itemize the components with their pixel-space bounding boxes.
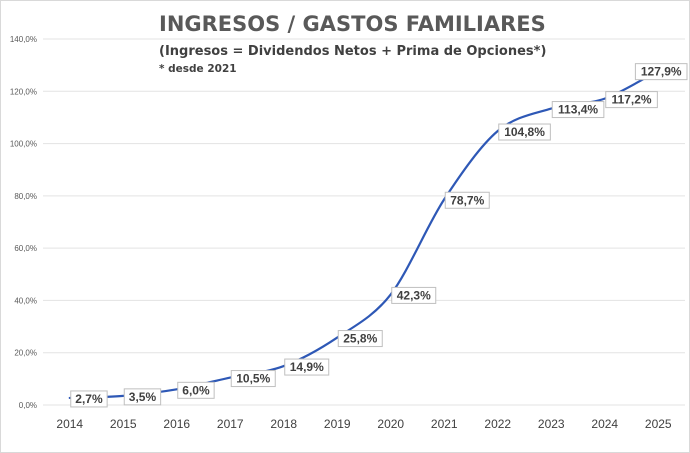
x-tick-label: 2022: [484, 417, 511, 431]
data-label: 127,9%: [641, 65, 682, 79]
data-label-box: [284, 358, 330, 376]
x-tick-label: 2019: [324, 417, 351, 431]
data-labels: 2,7% 3,5% 6,0% 10,5% 14,9% 25,8% 42,3% 78,7% 104…: [70, 63, 688, 408]
y-tick-label: 140,0%: [10, 35, 37, 44]
y-tick-label: 0,0%: [19, 401, 37, 410]
x-tick-label: 2023: [538, 417, 565, 431]
data-label-box: [177, 381, 215, 399]
y-tick-label: 60,0%: [14, 244, 37, 253]
gridlines: [43, 38, 685, 406]
y-tick-label: 120,0%: [10, 87, 37, 96]
x-tick-label: 2020: [377, 417, 404, 431]
data-label: 2,7%: [75, 392, 103, 406]
x-tick-label: 2014: [56, 417, 83, 431]
x-tick-label: 2017: [217, 417, 244, 431]
data-label: 14,9%: [290, 360, 324, 374]
chart-subtitle: (Ingresos = Dividendos Netos + Prima de …: [159, 44, 546, 59]
data-label: 78,7%: [450, 193, 484, 207]
data-label: 3,5%: [129, 390, 157, 404]
x-tick-label: 2021: [431, 417, 458, 431]
x-tick-label: 2016: [163, 417, 190, 431]
chart-title: INGRESOS / GASTOS FAMILIARES: [159, 12, 546, 36]
data-label-box: [605, 91, 658, 109]
data-label: 25,8%: [343, 332, 377, 346]
y-tick-label: 20,0%: [14, 349, 37, 358]
x-tick-label: 2015: [110, 417, 137, 431]
series-line: [68, 69, 660, 400]
data-label: 113,4%: [558, 103, 598, 117]
data-label-box: [230, 370, 276, 388]
data-label-box: [337, 330, 383, 348]
data-label: 117,2%: [612, 93, 652, 107]
x-tick-label: 2018: [270, 417, 297, 431]
data-label-box: [444, 191, 490, 209]
data-label: 10,5%: [236, 372, 270, 386]
data-label: 6,0%: [182, 383, 210, 397]
data-label-box: [634, 63, 688, 81]
data-label: 104,8%: [504, 125, 545, 139]
data-label: 42,3%: [397, 288, 431, 302]
x-axis-tick-labels: 2014 2015 2016 2017 2018 2019 2020 2021 2022 2023…: [56, 417, 672, 431]
data-label-box: [391, 286, 437, 304]
x-tick-label: 2025: [645, 417, 672, 431]
y-tick-label: 40,0%: [14, 296, 37, 305]
x-tick-label: 2024: [591, 417, 618, 431]
y-tick-label: 80,0%: [14, 192, 37, 201]
data-label-box: [551, 101, 605, 119]
data-label-box: [123, 388, 162, 406]
data-label-box: [498, 123, 551, 141]
y-tick-label: 100,0%: [10, 140, 37, 149]
y-axis-tick-labels: 0,0% 20,0% 40,0% 60,0% 80,0% 100,0% 120,0% 140,…: [10, 35, 37, 410]
data-label-box: [70, 390, 108, 408]
chart-note: * desde 2021: [159, 63, 237, 75]
